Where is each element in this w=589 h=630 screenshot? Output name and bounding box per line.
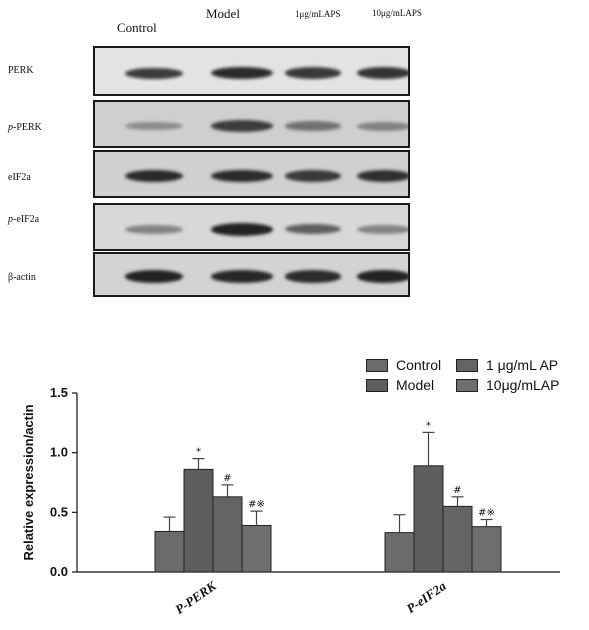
blot-band (125, 67, 183, 80)
blot-band (357, 67, 408, 80)
x-category-label: P-PERK (172, 577, 220, 617)
row-label-eif2a: eIF2a (8, 172, 31, 183)
blot-panel-beta-actin (93, 252, 410, 297)
legend-item-control: Control (366, 357, 441, 373)
blot-band (211, 270, 273, 283)
significance-mark: # (223, 473, 231, 484)
legend-label-10ug: 10μg/mLAP (486, 377, 560, 393)
legend-swatch-control (366, 358, 388, 372)
bar (442, 505, 473, 573)
lane-label-1ug: 1μg/mLAPS (295, 9, 341, 19)
blot-band (357, 224, 408, 234)
significance-mark: # (453, 485, 461, 496)
blot-band (211, 222, 273, 236)
lane-label-control: Control (117, 20, 157, 35)
legend-swatch-model (366, 378, 388, 392)
blot-band (285, 224, 341, 235)
x-category-label: P-eIF2a (403, 578, 449, 616)
y-tick-label: 1.5 (50, 385, 68, 400)
y-axis-label: Relative expression/actin (21, 404, 36, 560)
lane-label-10ug: 10μg/mLAPS (372, 8, 422, 18)
blot-band (125, 270, 183, 283)
blot-band (357, 170, 408, 183)
row-label-p-eif2a: p-eIF2a (8, 214, 40, 225)
blot-band (285, 67, 341, 80)
blot-band (285, 270, 341, 283)
legend-label-control: Control (396, 357, 442, 373)
y-tick-label: 0.5 (50, 504, 68, 519)
bar-chart: 0.0 0.5 1.0 1.5 Relative expression/actin * # #… (21, 385, 560, 617)
significance-mark: * (426, 420, 431, 431)
bar (413, 465, 444, 573)
blot-band (125, 170, 183, 183)
bar (471, 526, 502, 573)
legend-item-1ug: 1 μg/mL AP (456, 357, 558, 373)
row-label-beta-actin: β-actin (8, 272, 36, 283)
row-label-perk: PERK (8, 65, 34, 76)
blot-band (125, 121, 183, 131)
blot-band (211, 120, 273, 132)
bar (212, 496, 243, 573)
significance-mark: #※ (248, 499, 265, 510)
blot-band (125, 224, 183, 234)
blot-panel-p-perk (93, 100, 410, 148)
legend-swatch-10ug (456, 378, 478, 392)
blot-band (211, 67, 273, 80)
blot-band (285, 170, 341, 183)
legend-label-model: Model (396, 377, 435, 393)
blot-panel-eif2a (93, 150, 410, 198)
y-tick-label: 0.0 (50, 564, 68, 579)
legend-label-1ug: 1 μg/mL AP (486, 357, 559, 373)
blot-band (357, 270, 408, 283)
blot-panel-perk (93, 46, 410, 96)
row-label-p-perk: p-PERK (8, 122, 42, 133)
legend-swatch-1ug (456, 358, 478, 372)
blot-band (357, 121, 408, 131)
significance-mark: #※ (478, 507, 495, 518)
blot-band (211, 170, 273, 183)
bar (154, 530, 185, 573)
bar (183, 468, 214, 573)
blot-panel-p-eif2a (93, 203, 410, 251)
bar (241, 524, 272, 573)
blot-band (285, 121, 341, 131)
bar (384, 532, 415, 573)
y-tick-label: 1.0 (50, 445, 68, 460)
significance-mark: * (196, 447, 201, 458)
lane-label-model: Model (206, 6, 240, 21)
legend-item-model: Model (366, 377, 434, 393)
legend-item-10ug: 10μg/mLAP (456, 377, 559, 393)
